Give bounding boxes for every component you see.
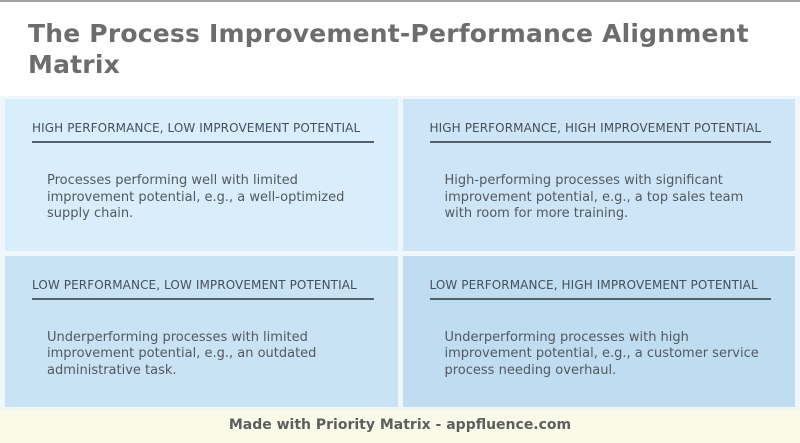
quadrant-high-performance-high-improvement: HIGH PERFORMANCE, HIGH IMPROVEMENT POTEN… xyxy=(402,99,795,251)
quadrant-low-performance-low-improvement: LOW PERFORMANCE, LOW IMPROVEMENT POTENTI… xyxy=(5,255,398,407)
quadrant-underline xyxy=(32,141,374,143)
footer-bar: Made with Priority Matrix - appfluence.c… xyxy=(0,410,800,443)
quadrant-description: Underperforming processes with limited i… xyxy=(47,329,317,378)
page-title: The Process Improvement-Performance Alig… xyxy=(28,19,749,79)
footer-attribution: Made with Priority Matrix - appfluence.c… xyxy=(228,417,572,433)
quadrant-underline xyxy=(429,141,771,143)
quadrant-description: High-performing processes with significa… xyxy=(444,173,744,221)
quadrant-label: LOW PERFORMANCE, LOW IMPROVEMENT POTENTI… xyxy=(32,277,357,292)
quadrant-label: LOW PERFORMANCE, HIGH IMPROVEMENT POTENT… xyxy=(429,277,758,292)
quadrant-label: HIGH PERFORMANCE, LOW IMPROVEMENT POTENT… xyxy=(32,121,361,135)
quadrant-underline xyxy=(429,297,771,300)
quadrant-high-performance-low-improvement: HIGH PERFORMANCE, LOW IMPROVEMENT POTENT… xyxy=(5,99,398,251)
quadrant-description: Underperforming processes with high impr… xyxy=(444,329,759,378)
quadrant-label: HIGH PERFORMANCE, HIGH IMPROVEMENT POTEN… xyxy=(429,121,762,135)
title-area: The Process Improvement-Performance Alig… xyxy=(0,2,800,96)
quadrant-matrix: HIGH PERFORMANCE, LOW IMPROVEMENT POTENT… xyxy=(0,96,800,410)
quadrant-description: Processes performing well with limited i… xyxy=(47,173,345,221)
quadrant-underline xyxy=(32,297,374,300)
quadrant-low-performance-high-improvement: LOW PERFORMANCE, HIGH IMPROVEMENT POTENT… xyxy=(402,255,795,407)
